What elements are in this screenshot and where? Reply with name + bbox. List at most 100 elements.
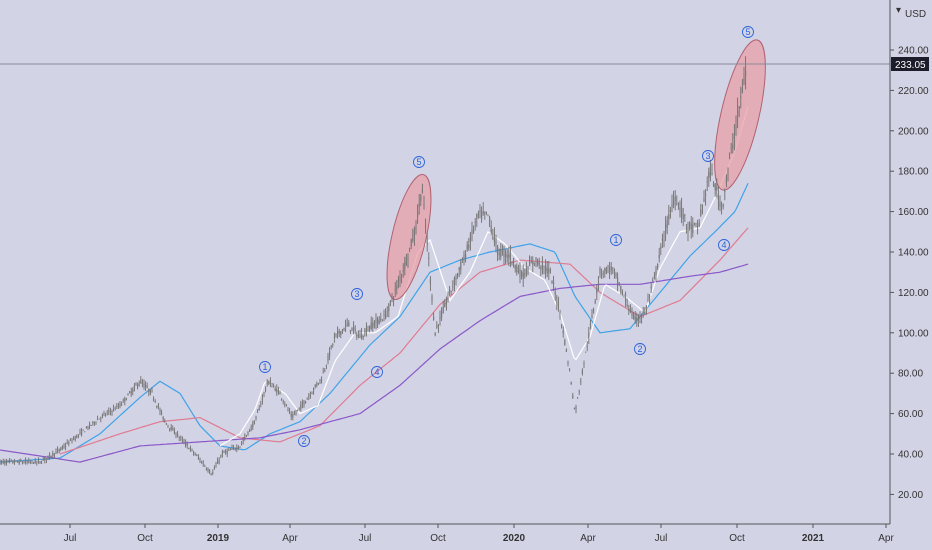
price-bar — [39, 461, 41, 464]
price-bar — [487, 214, 489, 217]
price-tick-label: 80.00 — [898, 369, 923, 380]
price-bar — [468, 237, 470, 251]
price-bar — [55, 448, 57, 454]
price-bar — [369, 325, 371, 333]
price-bar — [45, 458, 47, 464]
price-bar — [314, 384, 316, 389]
price-bar — [549, 267, 551, 274]
time-axis[interactable]: Jul Oct 2019 Apr Jul Oct 2020 Apr Jul Oct 2021 Apr — [64, 524, 895, 544]
price-bar — [289, 407, 291, 415]
price-bar — [717, 186, 719, 211]
price-bar — [421, 183, 423, 194]
price-bar — [647, 293, 649, 303]
price-bar — [591, 309, 593, 319]
price-bar — [129, 390, 131, 394]
price-bar — [322, 367, 324, 374]
price-bar — [194, 452, 196, 456]
price-bar — [644, 307, 646, 316]
price-bar — [65, 442, 67, 451]
wave-label: 2 — [634, 343, 646, 355]
price-bar — [340, 331, 342, 339]
price-bar — [669, 206, 671, 219]
price-bar — [47, 455, 49, 460]
price-bar — [602, 270, 604, 279]
price-bar — [252, 420, 254, 430]
price-bar — [445, 296, 447, 311]
price-bar — [399, 270, 401, 287]
price-bar — [434, 332, 436, 337]
price-bar — [653, 271, 655, 280]
time-tick-label: Jul — [64, 533, 77, 544]
price-bar — [389, 300, 391, 307]
price-bar — [257, 409, 259, 413]
price-bar — [29, 460, 31, 465]
price-bar — [23, 459, 25, 464]
price-bar — [274, 385, 276, 392]
price-bar — [666, 215, 668, 235]
price-bar — [546, 261, 548, 278]
price-bar — [210, 472, 212, 476]
price-bar — [479, 204, 481, 219]
price-bar — [553, 275, 555, 291]
price-bar — [165, 423, 167, 425]
price-bar — [284, 401, 286, 408]
price-bar — [119, 401, 121, 409]
price-bar — [570, 381, 572, 385]
price-bar — [169, 428, 171, 432]
price-bar — [372, 317, 374, 332]
price-bar — [660, 243, 662, 256]
price-bar — [733, 124, 735, 151]
price-bar — [458, 266, 460, 277]
price-bar — [562, 326, 564, 338]
price-bar — [743, 66, 745, 86]
price-bar — [351, 327, 353, 332]
price-bar — [452, 280, 454, 292]
price-bar — [681, 197, 683, 224]
price-bar — [693, 222, 695, 226]
price-bar — [540, 265, 542, 277]
wave-label: 5 — [742, 26, 754, 38]
currency-menu-icon[interactable]: ▾ — [896, 5, 901, 16]
price-tick-label: 220.00 — [898, 86, 929, 97]
price-bar — [530, 256, 532, 264]
price-bar — [191, 448, 193, 452]
price-bar — [0, 459, 1, 465]
highlight-ellipse-1 — [386, 174, 432, 300]
highlight-ellipse-2 — [714, 39, 766, 191]
price-bar — [108, 407, 110, 416]
price-bar — [618, 282, 620, 287]
price-axis[interactable]: 20.00 40.00 60.00 80.00 100.00 120.00 140.00 16… — [890, 46, 929, 501]
price-bar — [457, 272, 459, 279]
price-bar — [490, 220, 492, 236]
price-bar — [28, 457, 30, 464]
price-bar — [556, 294, 558, 311]
price-bar — [650, 282, 652, 294]
price-tick-label: 60.00 — [898, 409, 923, 420]
price-bar — [641, 313, 643, 324]
price-bar — [346, 318, 348, 327]
price-bar — [245, 434, 247, 437]
price-bar — [277, 386, 279, 395]
price-bar — [685, 224, 687, 234]
highlight-ellipses — [386, 39, 766, 300]
price-bar — [495, 234, 497, 253]
price-bar — [639, 311, 641, 324]
price-bar — [345, 319, 347, 333]
price-bar — [519, 262, 521, 284]
price-bar — [106, 409, 108, 416]
price-bar — [679, 200, 681, 218]
price-bar — [509, 245, 511, 268]
price-bar — [213, 465, 215, 470]
price-bar — [146, 382, 148, 389]
price-bar — [97, 415, 99, 421]
svg-text:4: 4 — [374, 367, 379, 377]
price-bar — [706, 176, 708, 192]
price-bar — [671, 194, 673, 213]
price-bar — [439, 310, 441, 326]
price-bar — [476, 213, 478, 227]
price-bar — [173, 427, 175, 435]
price-tick-label: 100.00 — [898, 328, 929, 339]
price-bar — [81, 427, 83, 437]
price-bar — [239, 446, 241, 449]
price-bar — [138, 380, 140, 387]
